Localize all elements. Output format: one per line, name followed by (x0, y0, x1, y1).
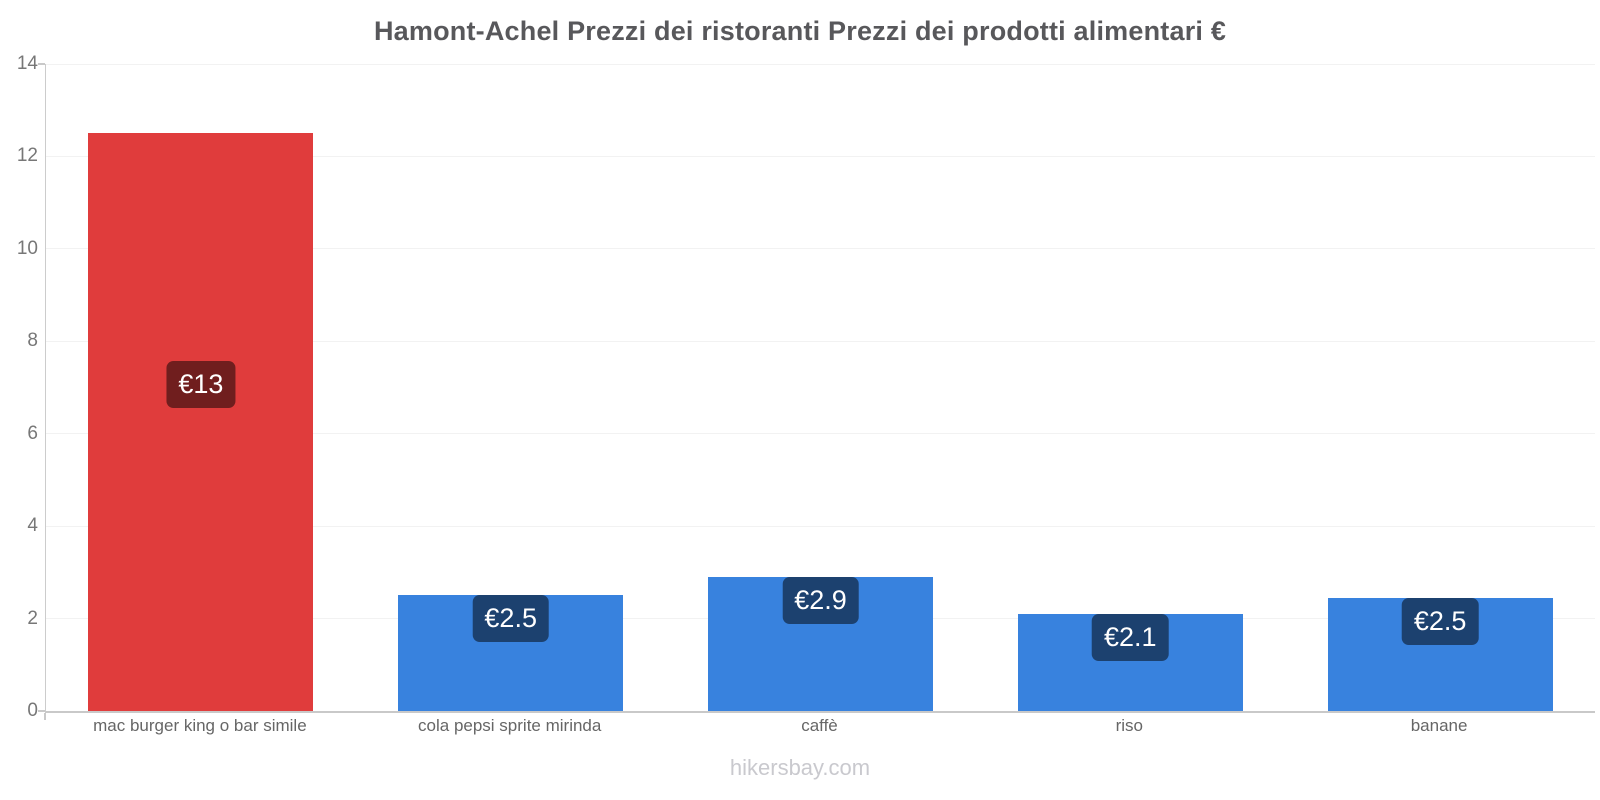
x-axis-tick-mark (44, 713, 46, 720)
y-axis-tick-label: 6 (27, 422, 38, 444)
bar-value-label: €13 (166, 361, 236, 409)
gridline (46, 63, 1595, 65)
y-axis-tick-label: 14 (16, 53, 38, 74)
bar-value-label: €2.1 (1092, 613, 1169, 661)
gridline (46, 248, 1595, 250)
y-axis-tick-label: 4 (27, 515, 38, 537)
gridline (46, 340, 1595, 342)
y-axis-tick-label: 0 (27, 700, 38, 721)
bar-value-label: €2.9 (782, 576, 859, 624)
watermark-link: hikersbay.com (729, 755, 871, 780)
bar-value-label: €2.5 (472, 595, 549, 643)
y-axis-tick-label: 12 (16, 145, 38, 167)
y-axis-tick-label: 8 (27, 330, 38, 352)
y-axis-tick-label: 10 (16, 237, 38, 259)
x-axis-label: mac burger king o bar simile (93, 716, 307, 735)
y-axis-tick-mark (38, 710, 45, 712)
bar-value-label: €2.5 (1401, 597, 1479, 645)
gridline (46, 433, 1595, 435)
gridline (46, 525, 1595, 527)
plot-area: €13 €2.5 €2.9 €2.1 €2.5 (45, 63, 1595, 713)
y-axis-tick-label: 2 (27, 607, 38, 629)
chart-title: Hamont-Achel Prezzi dei ristoranti Prezz… (373, 16, 1227, 46)
x-axis-label: caffè (801, 716, 838, 735)
x-axis-label: riso (1115, 716, 1143, 735)
x-axis-label: banane (1410, 716, 1468, 735)
x-axis-label: cola pepsi sprite mirinda (418, 716, 602, 735)
bar-1[interactable] (88, 133, 314, 711)
y-axis-tick-mark (38, 63, 45, 65)
gridline (46, 155, 1595, 157)
